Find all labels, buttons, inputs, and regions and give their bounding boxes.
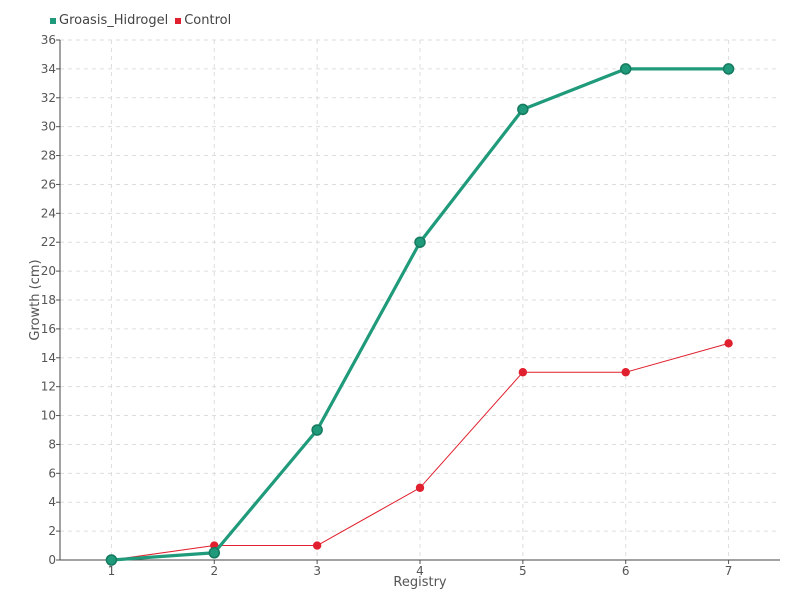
x-tick-label-3: 3 — [313, 564, 321, 578]
y-tick-label-6: 6 — [48, 466, 56, 480]
legend: Groasis_Hidrogel Control — [50, 13, 238, 28]
y-tick-label-24: 24 — [41, 206, 56, 220]
y-tick-label-36: 36 — [41, 33, 56, 47]
x-tick-label-7: 7 — [725, 564, 733, 578]
y-tick-label-14: 14 — [41, 351, 56, 365]
data-point-groasis-hidrogel-2[interactable] — [208, 547, 221, 559]
data-point-groasis-hidrogel-6[interactable] — [619, 63, 632, 75]
x-tick-label-6: 6 — [622, 564, 630, 578]
x-tick-label-4: 4 — [416, 564, 424, 578]
x-tick-label-1: 1 — [108, 564, 116, 578]
y-tick-label-30: 30 — [41, 120, 56, 134]
data-point-control-7[interactable] — [724, 339, 733, 348]
y-tick-label-16: 16 — [41, 322, 56, 336]
y-tick-label-34: 34 — [41, 62, 56, 76]
x-tick-label-5: 5 — [519, 564, 527, 578]
data-point-groasis-hidrogel-3[interactable] — [311, 424, 323, 436]
y-tick-label-0: 0 — [48, 553, 56, 567]
y-tick-label-10: 10 — [41, 409, 56, 423]
data-point-control-6[interactable] — [621, 368, 630, 377]
legend-item-control[interactable]: Control — [175, 13, 231, 28]
y-tick-label-18: 18 — [41, 293, 56, 307]
y-tick-label-12: 12 — [41, 380, 56, 394]
grid — [60, 39, 780, 560]
y-tick-label-28: 28 — [41, 149, 56, 163]
data-point-control-5[interactable] — [518, 368, 528, 377]
data-point-control-3[interactable] — [312, 541, 322, 550]
data-point-groasis-hidrogel-4[interactable] — [414, 236, 426, 248]
legend-label-groasis: Groasis_Hidrogel — [59, 13, 169, 28]
y-tick-label-2: 2 — [48, 524, 56, 538]
legend-swatch-control — [175, 17, 182, 24]
data-point-control-4[interactable] — [415, 483, 425, 492]
data-point-groasis-hidrogel-5[interactable] — [517, 103, 529, 116]
axes — [56, 39, 780, 564]
y-tick-label-4: 4 — [48, 495, 56, 509]
y-tick-label-20: 20 — [41, 264, 56, 278]
y-tick-label-8: 8 — [48, 437, 56, 451]
legend-swatch-groasis — [50, 17, 56, 24]
data-point-groasis-hidrogel-7[interactable] — [722, 63, 735, 75]
data-point-groasis-hidrogel-1[interactable] — [105, 554, 118, 566]
x-axis-label: Registry — [393, 575, 447, 590]
legend-item-groasis[interactable]: Groasis_Hidrogel — [50, 13, 168, 28]
y-tick-label-26: 26 — [41, 177, 56, 191]
legend-label-control: Control — [184, 13, 232, 28]
y-tick-label-22: 22 — [41, 235, 56, 249]
x-tick-label-2: 2 — [210, 564, 218, 578]
y-axis-label: Growth (cm) — [28, 259, 43, 340]
series-layer — [105, 63, 735, 566]
y-tick-label-32: 32 — [41, 91, 56, 105]
